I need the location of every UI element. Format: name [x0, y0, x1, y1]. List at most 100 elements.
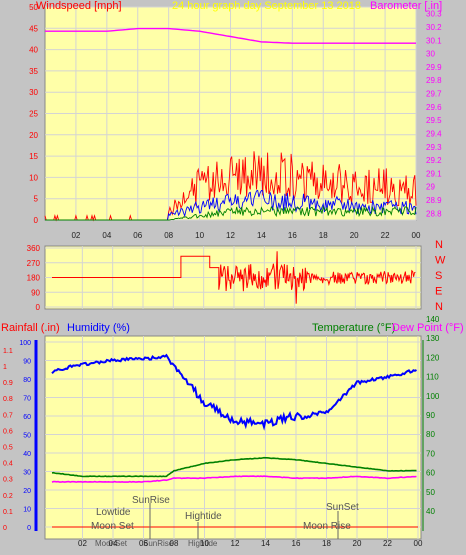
- rain-y-tick: 0.9: [3, 380, 13, 387]
- rain-y-tick: 0: [3, 525, 7, 532]
- dewpoint-line: [51, 475, 417, 483]
- temp-y-tick: 80: [426, 430, 435, 439]
- temp-y-tick: 60: [426, 469, 435, 478]
- baro-y-tick: 29.8: [426, 76, 442, 85]
- rain-y-tick: 0.1: [3, 509, 13, 516]
- hightide-x-label: Hightide: [188, 539, 218, 548]
- wind-x-tick: 16: [288, 231, 297, 240]
- wind-x-tick: 10: [195, 231, 204, 240]
- rain-y-tick: 0.8: [3, 396, 13, 403]
- dir-y-tick: 180: [27, 274, 41, 283]
- wind-direction-series: [52, 251, 416, 304]
- temp-y-tick: 140: [426, 315, 440, 324]
- dir-compass-label: N: [435, 239, 443, 251]
- temp-y-tick: 50: [426, 488, 435, 497]
- wind-y-tick: 45: [29, 24, 38, 33]
- moonset-label: Moon Set: [91, 521, 134, 532]
- baro-y-tick: 29.4: [426, 129, 442, 138]
- wind-y-tick: 0: [34, 216, 39, 225]
- wind-x-tick: 02: [71, 231, 80, 240]
- baro-y-tick: 30.1: [426, 36, 442, 45]
- rain-y-tick: 0.3: [3, 477, 13, 484]
- baro-y-tick: 28.9: [426, 196, 442, 205]
- rain-y-tick: 0.5: [3, 445, 13, 452]
- temperature-axis-title: Temperature (°F): [312, 322, 395, 334]
- temp-y-tick: 90: [426, 411, 435, 420]
- humidity-temp-plot-area: [44, 335, 422, 540]
- dir-y-tick: 360: [27, 244, 41, 253]
- moonset-x-label: MoonSet: [95, 539, 128, 548]
- wind-x-tick: 18: [319, 231, 328, 240]
- humidity-line: [51, 353, 417, 431]
- wind-y-tick: 10: [29, 173, 38, 182]
- temp-y-tick: 100: [426, 392, 440, 401]
- dewpoint-axis-title: Dew Point (°F): [392, 322, 464, 334]
- wind-x-tick: 04: [102, 231, 111, 240]
- temp-y-tick: 70: [426, 449, 435, 458]
- hum-x-tick: 14: [261, 539, 270, 548]
- sunrise-label: SunRise: [132, 495, 170, 506]
- wind-y-tick: 30: [29, 88, 38, 97]
- baro-y-tick: 30.3: [426, 10, 442, 19]
- wind-x-tick: 20: [350, 231, 359, 240]
- humidity-y-tick: 30: [23, 470, 31, 477]
- wind-x-tick: 14: [257, 231, 266, 240]
- humidity-axis-title: Humidity (%): [67, 322, 130, 334]
- humidity-y-tick: 0: [27, 525, 31, 532]
- sunset-label: SunSet: [326, 502, 359, 513]
- baro-y-tick: 29: [426, 183, 435, 192]
- baro-y-tick: 30.2: [426, 23, 442, 32]
- hum-x-tick: 22: [383, 539, 392, 548]
- wind-y-tick: 20: [29, 131, 38, 140]
- humidity-y-tick: 10: [23, 507, 31, 514]
- rain-y-tick: 0.4: [3, 461, 13, 468]
- humidity-y-tick: 80: [23, 377, 31, 384]
- baro-y-tick: 29.3: [426, 143, 442, 152]
- dir-compass-label: N: [435, 301, 443, 313]
- temp-y-tick: 130: [426, 334, 440, 343]
- hum-x-tick: 04: [109, 539, 118, 548]
- baro-y-tick: 29.9: [426, 63, 442, 72]
- hum-x-tick: 02: [78, 539, 87, 548]
- dir-compass-label: S: [435, 270, 442, 282]
- temp-y-tick: 120: [426, 353, 440, 362]
- dir-compass-label: E: [435, 286, 442, 298]
- rain-y-tick: 0.7: [3, 412, 13, 419]
- baro-y-tick: 28.8: [426, 209, 442, 218]
- barometer-line: [45, 27, 416, 44]
- wind-y-tick: 50: [29, 3, 38, 12]
- wind-y-tick: 35: [29, 67, 38, 76]
- baro-y-tick: 29.6: [426, 103, 442, 112]
- moonrise-label: Moon Rise: [303, 521, 351, 532]
- humidity-y-tick: 100: [19, 340, 31, 347]
- hum-x-tick: 16: [292, 539, 301, 548]
- baro-y-tick: 29.1: [426, 169, 442, 178]
- baro-y-tick: 29.2: [426, 156, 442, 165]
- lowtide-label: Lowtide: [96, 507, 131, 518]
- wind-direction-line: [52, 251, 416, 304]
- temp-y-tick: 40: [426, 507, 435, 516]
- astro-annotations: Lowtide Moon Set SunRise Hightide SunSet…: [91, 495, 359, 548]
- wind-x-tick: 00: [412, 231, 421, 240]
- hum-x-tick: 08: [170, 539, 179, 548]
- wind-axis-title: Windspeed [mph]: [36, 0, 122, 12]
- rain-y-tick: 0.2: [3, 493, 13, 500]
- wind-y-tick: 5: [34, 195, 39, 204]
- rainfall-axis-title: Rainfall (.in): [1, 322, 60, 334]
- wind-x-tick: 08: [164, 231, 173, 240]
- sunrise-x-label: SunRise: [143, 539, 174, 548]
- hum-x-tick: 18: [322, 539, 331, 548]
- dir-y-tick: 0: [36, 303, 41, 312]
- hum-x-tick: 00: [414, 539, 423, 548]
- wind-x-tick: 22: [381, 231, 390, 240]
- dir-compass-label: W: [435, 255, 446, 267]
- axis-ticks: 02 04 06 08 10 12 14 16 18 20 22 000510152025303540…: [3, 3, 446, 548]
- baro-y-tick: 29.5: [426, 116, 442, 125]
- humidity-temp-series: [51, 353, 418, 528]
- dir-y-tick: 90: [31, 288, 40, 297]
- humidity-y-tick: 90: [23, 359, 31, 366]
- baro-y-tick: 30: [426, 50, 435, 59]
- humidity-y-tick: 20: [23, 488, 31, 495]
